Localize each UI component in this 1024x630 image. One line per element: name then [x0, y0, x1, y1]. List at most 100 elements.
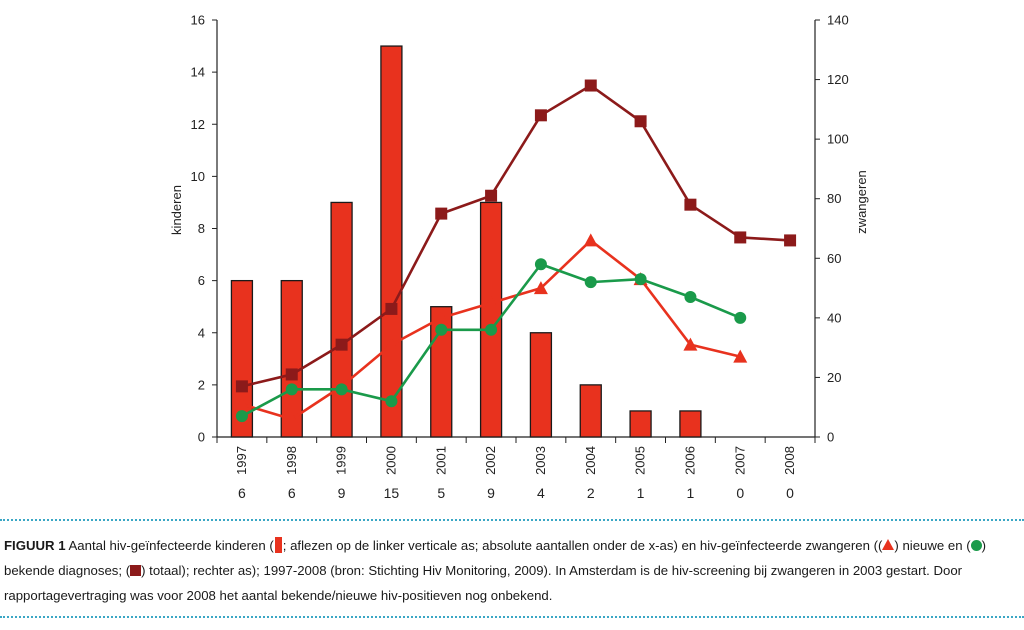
count-label: 1	[687, 485, 695, 501]
count-label: 5	[437, 485, 445, 501]
count-label: 0	[736, 485, 744, 501]
count-label: 1	[637, 485, 645, 501]
figure-caption: FIGUUR 1 Aantal hiv-geïnfecteerde kinder…	[4, 533, 1020, 608]
left-tick-label: 16	[191, 13, 205, 28]
left-tick-label: 4	[198, 325, 205, 340]
triangle-legend-icon	[882, 539, 895, 550]
right-tick-label: 80	[827, 191, 841, 206]
labels: 1997619986199992000152001520029200342004…	[169, 170, 869, 501]
x-tick-label: 1998	[284, 446, 299, 475]
bar	[230, 279, 254, 438]
circle-marker	[534, 258, 547, 271]
caption-text-2: ; aflezen op de linker verticale as; abs…	[282, 538, 883, 553]
bottom-divider	[0, 616, 1024, 618]
left-axis-title: kinderen	[169, 185, 184, 235]
square-marker	[235, 380, 248, 393]
triangle-marker	[583, 233, 598, 247]
circle-marker	[584, 276, 597, 289]
triangle-marker	[434, 310, 449, 324]
square-legend-icon	[130, 565, 142, 576]
circle-legend-icon	[970, 540, 982, 551]
caption-text-5: ) totaal); rechter as); 1997-2008 (bron:…	[4, 563, 963, 603]
x-tick-label: 2005	[633, 446, 648, 475]
right-axis-title: zwangeren	[854, 170, 869, 234]
count-label: 6	[238, 485, 246, 501]
circle-marker	[435, 323, 448, 336]
square-marker	[734, 231, 747, 244]
x-tick-label: 2006	[682, 446, 697, 475]
bar	[380, 45, 403, 438]
x-tick-label: 2000	[383, 446, 398, 475]
bar	[479, 201, 503, 438]
triangle-marker	[484, 295, 499, 309]
square-marker	[684, 198, 697, 211]
square-marker	[584, 79, 597, 92]
bar	[280, 279, 303, 438]
x-tick-label: 2003	[533, 446, 548, 475]
left-tick-label: 12	[191, 117, 205, 132]
right-tick-label: 140	[827, 13, 849, 28]
square-marker	[285, 368, 298, 381]
left-tick-label: 2	[198, 377, 205, 392]
triangle-marker	[234, 397, 249, 411]
square-marker	[634, 115, 647, 128]
right-tick-label: 120	[827, 72, 849, 87]
x-tick-label: 2007	[732, 446, 747, 475]
x-tick-label: 2004	[583, 446, 598, 475]
count-label: 0	[786, 485, 794, 501]
x-tick-label: 2001	[433, 446, 448, 475]
series-line-square	[241, 84, 791, 388]
right-tick-label: 60	[827, 251, 841, 266]
top-divider	[0, 519, 1024, 521]
count-label: 9	[338, 485, 346, 501]
square-marker	[435, 207, 448, 220]
circle-marker	[485, 323, 498, 336]
count-label: 4	[537, 485, 545, 501]
triangle-marker	[384, 337, 399, 351]
circle-marker	[684, 291, 697, 304]
triangle-marker	[733, 349, 748, 363]
bar-legend-icon	[274, 537, 282, 553]
lines	[234, 79, 797, 426]
x-tick-label: 2008	[782, 446, 797, 475]
left-tick-label: 0	[198, 430, 205, 445]
circle-marker	[335, 383, 348, 396]
triangle-marker	[533, 281, 548, 295]
square-marker	[485, 189, 498, 202]
bar	[330, 201, 353, 438]
right-tick-label: 100	[827, 132, 849, 147]
bar	[579, 384, 602, 438]
triangle-marker	[284, 412, 299, 426]
figure-label: FIGUUR 1	[4, 538, 66, 553]
caption-text-1: Aantal hiv-geïnfecteerde kinderen (	[68, 538, 274, 553]
left-tick-label: 8	[198, 221, 205, 236]
left-tick-label: 6	[198, 273, 205, 288]
left-tick-label: 14	[191, 65, 205, 80]
count-label: 9	[487, 485, 495, 501]
x-tick-label: 1997	[234, 446, 249, 475]
right-tick-label: 40	[827, 310, 841, 325]
bar	[529, 332, 553, 438]
count-label: 2	[587, 485, 595, 501]
bar	[629, 410, 652, 438]
bars	[230, 45, 702, 438]
triangle-marker	[683, 337, 698, 351]
x-tick-label: 1999	[334, 446, 349, 475]
circle-marker	[235, 410, 248, 423]
caption-text-3: ) nieuwe en (	[894, 538, 971, 553]
count-label: 6	[288, 485, 296, 501]
axes: 0 2 4 6 8 10 12 14 16 0 20 40 60 80 100 120 140	[191, 13, 849, 445]
right-tick-label: 0	[827, 430, 834, 445]
count-label: 15	[384, 485, 400, 501]
circle-marker	[385, 395, 398, 408]
right-tick-label: 20	[827, 370, 841, 385]
bar	[679, 410, 702, 438]
circle-marker	[734, 311, 747, 324]
square-marker	[385, 302, 398, 315]
square-marker	[335, 338, 348, 351]
left-tick-label: 10	[191, 169, 205, 184]
square-marker	[534, 109, 547, 122]
caption-text-4: ) bekende diagnoses; (	[4, 538, 987, 578]
circle-marker	[634, 273, 647, 286]
